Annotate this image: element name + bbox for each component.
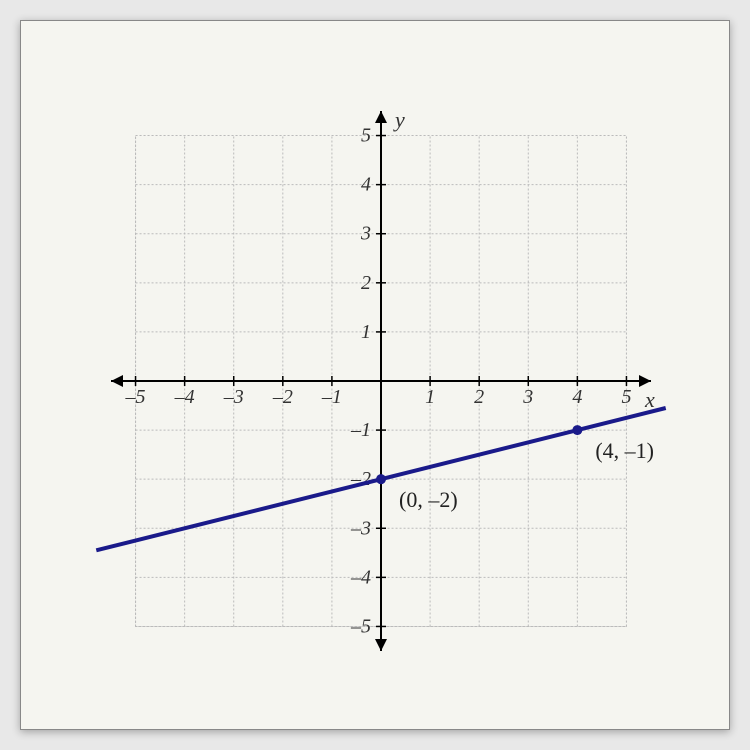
y-tick-label: 2 [361,272,371,294]
y-axis-label: y [393,107,405,132]
coordinate-chart: –5–4–3–2–112345–5–4–3–2–112345yx(0, –2)(… [81,81,681,681]
data-point [572,425,582,435]
x-tick-label: 4 [572,386,582,408]
x-tick-label: –5 [125,386,146,408]
y-tick-label: 1 [361,321,371,343]
x-tick-label: 3 [522,386,533,408]
y-axis-arrow-up [375,111,387,123]
data-point [376,474,386,484]
y-tick-label: 5 [361,125,371,147]
y-tick-label: 3 [360,223,371,245]
point-label: (4, –1) [595,438,654,463]
x-tick-label: 2 [474,386,484,408]
x-tick-label: –4 [174,386,195,408]
y-tick-label: –1 [350,419,371,441]
x-tick-label: 1 [425,386,435,408]
x-tick-label: 5 [621,386,631,408]
chart-svg: –5–4–3–2–112345–5–4–3–2–112345yx(0, –2)(… [81,81,681,681]
point-label: (0, –2) [399,487,458,512]
y-axis-arrow-down [375,639,387,651]
y-tick-label: –3 [350,517,371,539]
outer-frame: –5–4–3–2–112345–5–4–3–2–112345yx(0, –2)(… [20,20,730,730]
y-tick-label: 4 [361,174,371,196]
x-axis-label: x [644,387,655,412]
x-tick-label: –3 [223,386,244,408]
y-tick-label: –5 [350,615,371,637]
x-axis-arrow-right [639,375,651,387]
x-tick-label: –1 [321,386,342,408]
x-tick-label: –2 [272,386,293,408]
x-axis-arrow-left [111,375,123,387]
y-tick-label: –4 [350,566,371,588]
